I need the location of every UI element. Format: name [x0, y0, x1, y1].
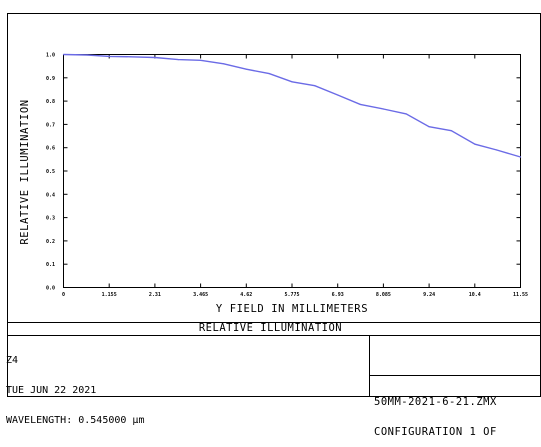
info-date: TUE JUN 22 2021 — [6, 385, 97, 396]
data-point — [359, 103, 361, 105]
y-tick-label: 0.8 — [46, 99, 55, 105]
x-tick-label: 8.085 — [376, 292, 391, 298]
y-tick-label: 0.9 — [46, 76, 55, 82]
data-point — [268, 73, 270, 75]
y-tick-label: 0.0 — [46, 286, 55, 292]
x-tick-label: 4.62 — [240, 292, 252, 298]
info-left-block: Z4 TUE JUN 22 2021 WAVELENGTH: 0.545000 … — [6, 336, 144, 436]
x-tick-label: 3.465 — [193, 292, 208, 298]
x-tick-label: 0 — [62, 292, 65, 298]
info-filename: 50MM-2021-6-21.ZMX — [374, 396, 497, 408]
x-axis-label: Y FIELD IN MILLIMETERS — [216, 303, 368, 315]
y-tick-label: 0.3 — [46, 216, 55, 222]
data-point — [245, 68, 247, 70]
data-point — [200, 59, 202, 61]
y-tick-label: 0.2 — [46, 239, 55, 245]
data-point — [62, 53, 65, 56]
info-wavelength: WAVELENGTH: 0.545000 µm — [6, 415, 145, 426]
data-point — [223, 63, 225, 65]
y-tick-label: 0.6 — [46, 146, 55, 152]
x-tick-label: 10.4 — [469, 292, 481, 298]
plot-area-border — [63, 54, 521, 288]
data-point — [450, 130, 452, 132]
y-tick-label: 0.4 — [46, 192, 55, 198]
axis-ticks — [63, 54, 521, 288]
info-right-block: 50MM-2021-6-21.ZMX CONFIGURATION 1 OF — [374, 377, 497, 447]
relative-illumination-line — [63, 53, 521, 158]
x-tick-label: 9.24 — [423, 292, 435, 298]
data-point — [130, 56, 132, 58]
data-point — [177, 59, 179, 61]
y-tick-label: 0.7 — [46, 122, 55, 128]
y-tick-label: 0.1 — [46, 262, 55, 268]
data-point — [108, 55, 110, 57]
data-point — [337, 94, 339, 96]
data-point — [291, 81, 293, 83]
data-points — [62, 53, 522, 158]
x-tick-label: 2.31 — [149, 292, 161, 298]
y-tick-label: 1.0 — [46, 53, 55, 59]
plot-window: 0.0 0.1 0.2 0.3 0.4 0.5 0.6 0.7 0.8 0.9 1.0 0 1.155… — [7, 13, 541, 397]
x-tick-labels: 0 1.155 2.31 3.465 4.62 5.775 6.93 8.085 9.24 10.… — [62, 292, 528, 298]
data-point — [382, 108, 384, 110]
x-tick-label: 5.775 — [284, 292, 299, 298]
data-point — [428, 126, 430, 128]
data-point — [496, 149, 498, 151]
x-tick-label: 11.55 — [513, 292, 528, 298]
y-tick-labels: 0.0 0.1 0.2 0.3 0.4 0.5 0.6 0.7 0.8 0.9 1.0 — [46, 53, 55, 292]
x-tick-label: 6.93 — [332, 292, 344, 298]
data-point — [86, 54, 88, 56]
plot-caption: RELATIVE ILLUMINATION — [198, 322, 343, 334]
info-surface: Z4 — [6, 355, 19, 366]
x-tick-label: 1.155 — [102, 292, 117, 298]
info-configuration: CONFIGURATION 1 OF — [374, 426, 497, 438]
data-point — [519, 156, 522, 158]
y-tick-label: 0.5 — [46, 169, 55, 175]
data-point — [154, 56, 156, 59]
data-point — [474, 143, 476, 145]
data-point — [314, 85, 316, 87]
data-point — [405, 113, 407, 115]
y-axis-label: RELATIVE ILLUMINATION — [19, 99, 31, 244]
